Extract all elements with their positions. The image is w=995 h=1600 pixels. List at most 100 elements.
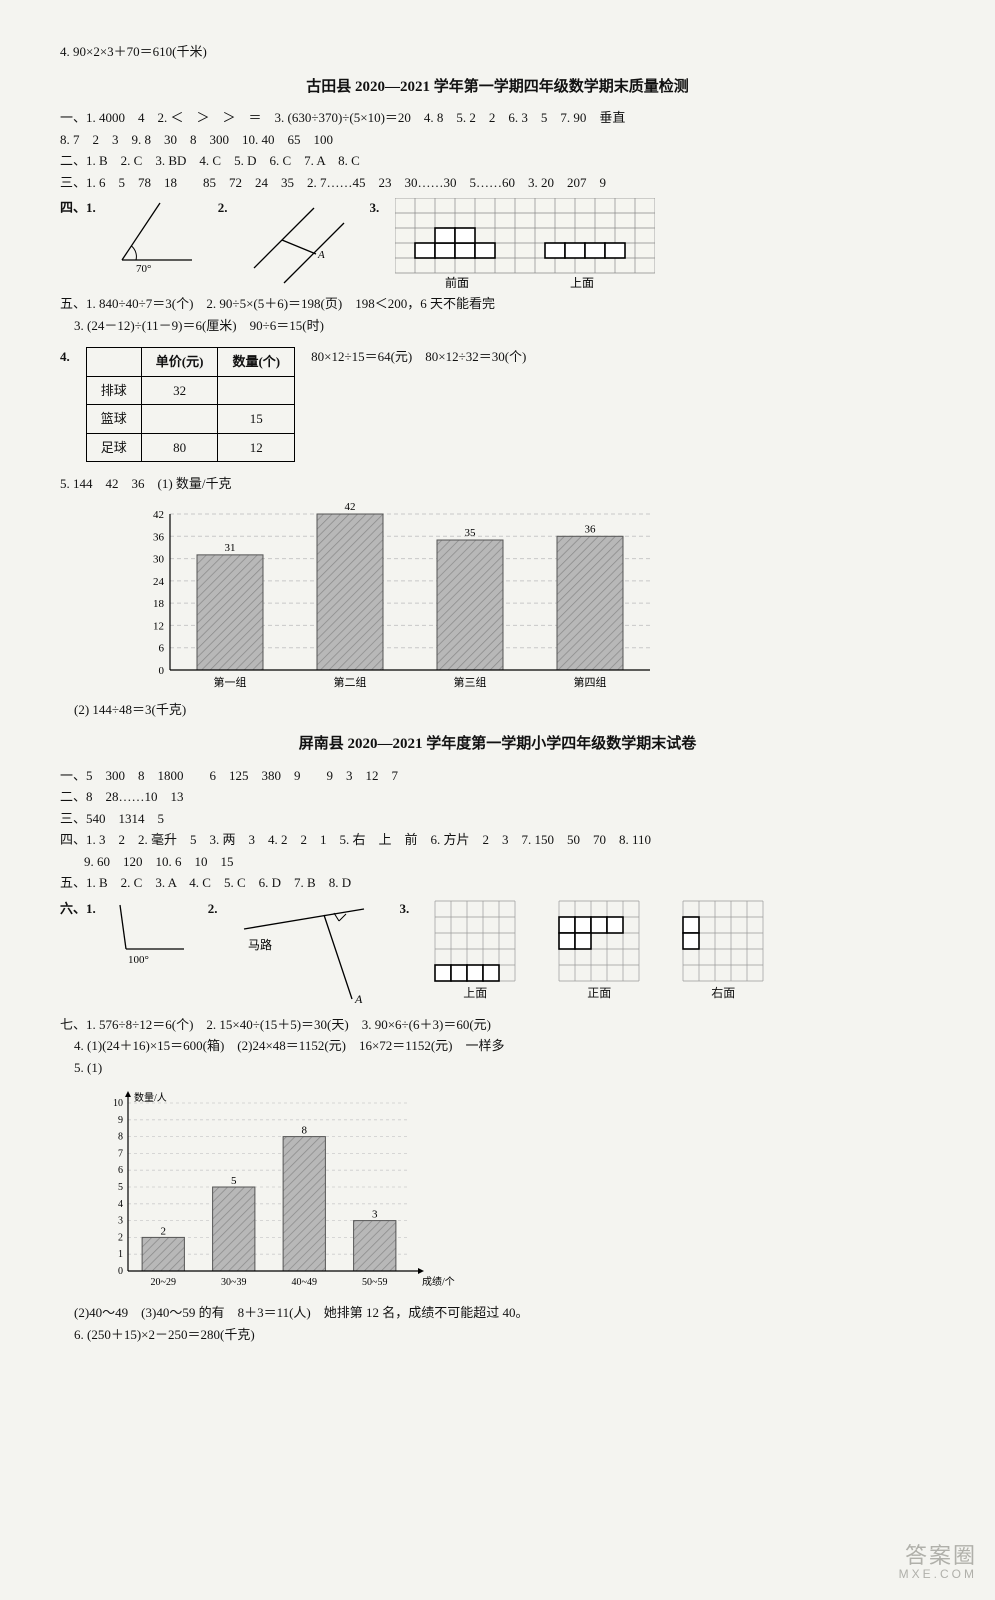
pingnan-sec4b: 9. 60 120 10. 6 10 15 bbox=[60, 852, 935, 872]
gutian-sec1: 一、1. 4000 4 2. ＜ ＞ ＞ ＝ 3. (630÷370)÷(5×1… bbox=[60, 108, 935, 128]
pingnan-sec6-row: 六、1. 100° 2. 马路 A 3. 上面 正面 右面 bbox=[60, 899, 935, 1009]
cell: 12 bbox=[218, 433, 295, 462]
view-right-grid bbox=[673, 899, 773, 984]
view-top-label: 上面 bbox=[425, 984, 525, 1002]
svg-text:A: A bbox=[317, 249, 325, 261]
gutian-title: 古田县 2020—2021 学年第一学期四年级数学期末质量检测 bbox=[60, 76, 935, 99]
pingnan-sec7-6: 6. (250＋15)×2－250＝280(千克) bbox=[60, 1325, 935, 1345]
pingnan-sec4: 四、1. 3 2 2. 毫升 5 3. 两 3 4. 2 2 1 5. 右 上 … bbox=[60, 830, 935, 850]
svg-text:12: 12 bbox=[153, 620, 164, 632]
sec6-label: 六、1. bbox=[60, 899, 96, 919]
sec6-3-label: 3. bbox=[400, 899, 410, 919]
chart2: 012345678910220~29530~39840~49350~59数量/人… bbox=[100, 1085, 460, 1295]
svg-text:第二组: 第二组 bbox=[334, 675, 367, 689]
table-row: 足球 80 12 bbox=[86, 433, 294, 462]
view-right-label: 右面 bbox=[673, 984, 773, 1002]
pingnan-sec1: 一、5 300 8 1800 6 125 380 9 9 3 12 7 bbox=[60, 766, 935, 786]
sec4-2-label: 2. bbox=[218, 198, 228, 218]
table-row: 篮球 15 bbox=[86, 405, 294, 434]
gutian-sec5-1: 五、1. 840÷40÷7＝3(个) 2. 90÷5×(5＋6)＝198(页) … bbox=[60, 294, 935, 314]
angle-70-diagram: 70° bbox=[112, 198, 202, 278]
svg-text:6: 6 bbox=[159, 642, 165, 654]
th-blank bbox=[86, 348, 141, 377]
watermark-small: MXE.COM bbox=[899, 1568, 977, 1582]
chart1: 0 6 12 18 24 30 36 42 31 第一组 42 第二组 35 第三组 36 第四组 bbox=[140, 502, 660, 692]
grid-views: 前面 上面 bbox=[395, 198, 655, 288]
svg-text:40~49: 40~49 bbox=[292, 1277, 317, 1288]
svg-text:第三组: 第三组 bbox=[454, 675, 487, 689]
pingnan-sec7-4: 4. (1)(24＋16)×15＝600(箱) (2)24×48＝1152(元)… bbox=[60, 1036, 935, 1056]
chart2-wrap: 012345678910220~29530~39840~49350~59数量/人… bbox=[100, 1085, 935, 1295]
watermark: 答案圈 MXE.COM bbox=[899, 1543, 977, 1582]
svg-text:第四组: 第四组 bbox=[574, 675, 607, 689]
sec4-label: 四、1. bbox=[60, 198, 96, 218]
svg-text:3: 3 bbox=[118, 1216, 123, 1227]
table-head-row: 单价(元) 数量(个) bbox=[86, 348, 294, 377]
pingnan-sec7-1: 七、1. 576÷8÷12＝6(个) 2. 15×40÷(15＋5)＝30(天)… bbox=[60, 1015, 935, 1035]
angle-100-diagram: 100° bbox=[112, 899, 192, 969]
gutian-sec1b: 8. 7 2 3 9. 8 30 8 300 10. 40 65 100 bbox=[60, 130, 935, 150]
cell: 32 bbox=[141, 376, 218, 405]
svg-text:36: 36 bbox=[585, 523, 597, 535]
svg-text:第一组: 第一组 bbox=[214, 675, 247, 689]
svg-text:35: 35 bbox=[465, 527, 477, 539]
svg-text:30: 30 bbox=[153, 553, 165, 565]
svg-text:3: 3 bbox=[372, 1209, 378, 1221]
th-price: 单价(元) bbox=[141, 348, 218, 377]
gutian-sec5-4-row: 4. 单价(元) 数量(个) 排球 32 篮球 15 足球 80 12 80×1… bbox=[60, 341, 935, 468]
cell bbox=[218, 376, 295, 405]
road-label: 马路 bbox=[248, 937, 272, 952]
svg-text:5: 5 bbox=[231, 1175, 237, 1187]
svg-text:2: 2 bbox=[161, 1225, 167, 1237]
th-qty: 数量(个) bbox=[218, 348, 295, 377]
price-table: 单价(元) 数量(个) 排球 32 篮球 15 足球 80 12 bbox=[86, 347, 295, 462]
svg-text:6: 6 bbox=[118, 1165, 123, 1176]
svg-text:42: 42 bbox=[153, 509, 164, 521]
svg-text:20~29: 20~29 bbox=[151, 1277, 176, 1288]
cell: 足球 bbox=[86, 433, 141, 462]
svg-text:5: 5 bbox=[118, 1182, 123, 1193]
sec5-4-side: 80×12÷15＝64(元) 80×12÷32＝30(个) bbox=[311, 341, 526, 367]
table-row: 排球 32 bbox=[86, 376, 294, 405]
view-top-grid bbox=[425, 899, 525, 984]
sec4-3-label: 3. bbox=[370, 198, 380, 218]
cell: 15 bbox=[218, 405, 295, 434]
gutian-sec2: 二、1. B 2. C 3. BD 4. C 5. D 6. C 7. A 8.… bbox=[60, 151, 935, 171]
prev-answer-line: 4. 90×2×3＋70＝610(千米) bbox=[60, 42, 935, 62]
angle-100-label: 100° bbox=[128, 954, 149, 966]
watermark-big: 答案圈 bbox=[905, 1543, 977, 1568]
svg-text:数量/人: 数量/人 bbox=[134, 1091, 167, 1104]
svg-text:9: 9 bbox=[118, 1115, 123, 1126]
svg-text:1: 1 bbox=[118, 1249, 123, 1260]
pingnan-sec3: 三、540 1314 5 bbox=[60, 809, 935, 829]
pingnan-sec7-5: 5. (1) bbox=[60, 1058, 935, 1078]
cell: 排球 bbox=[86, 376, 141, 405]
sec5-4-label: 4. bbox=[60, 341, 70, 367]
chart1-wrap: 0 6 12 18 24 30 36 42 31 第一组 42 第二组 35 第三组 36 第四组 bbox=[140, 502, 935, 692]
gutian-sec5-3: 3. (24－12)÷(11－9)＝6(厘米) 90÷6＝15(时) bbox=[60, 316, 935, 336]
svg-text:42: 42 bbox=[345, 502, 356, 513]
sec6-2-label: 2. bbox=[208, 899, 218, 919]
three-views: 上面 正面 右面 bbox=[425, 899, 773, 1002]
gutian-sec4-row: 四、1. 70° 2. A 3. bbox=[60, 198, 935, 288]
gutian-sec5-5b: (2) 144÷48＝3(千克) bbox=[60, 700, 935, 720]
svg-text:0: 0 bbox=[118, 1266, 123, 1277]
svg-text:2: 2 bbox=[118, 1232, 123, 1243]
svg-text:4: 4 bbox=[118, 1199, 123, 1210]
svg-text:0: 0 bbox=[159, 665, 165, 677]
parallel-lines-diagram: A bbox=[244, 198, 354, 288]
svg-text:31: 31 bbox=[225, 541, 236, 553]
grid-top-label: 上面 bbox=[570, 276, 594, 288]
svg-text:18: 18 bbox=[153, 598, 165, 610]
cell: 80 bbox=[141, 433, 218, 462]
svg-text:30~39: 30~39 bbox=[221, 1277, 246, 1288]
gutian-sec5-5: 5. 144 42 36 (1) 数量/千克 bbox=[60, 474, 935, 494]
angle-label: 70° bbox=[136, 263, 151, 275]
svg-text:7: 7 bbox=[118, 1148, 123, 1159]
svg-text:36: 36 bbox=[153, 531, 165, 543]
view-front-label: 正面 bbox=[549, 984, 649, 1002]
cell: 篮球 bbox=[86, 405, 141, 434]
pingnan-sec5: 五、1. B 2. C 3. A 4. C 5. C 6. D 7. B 8. … bbox=[60, 873, 935, 893]
svg-text:24: 24 bbox=[153, 575, 165, 587]
pingnan-title: 屏南县 2020—2021 学年度第一学期小学四年级数学期末试卷 bbox=[60, 733, 935, 756]
